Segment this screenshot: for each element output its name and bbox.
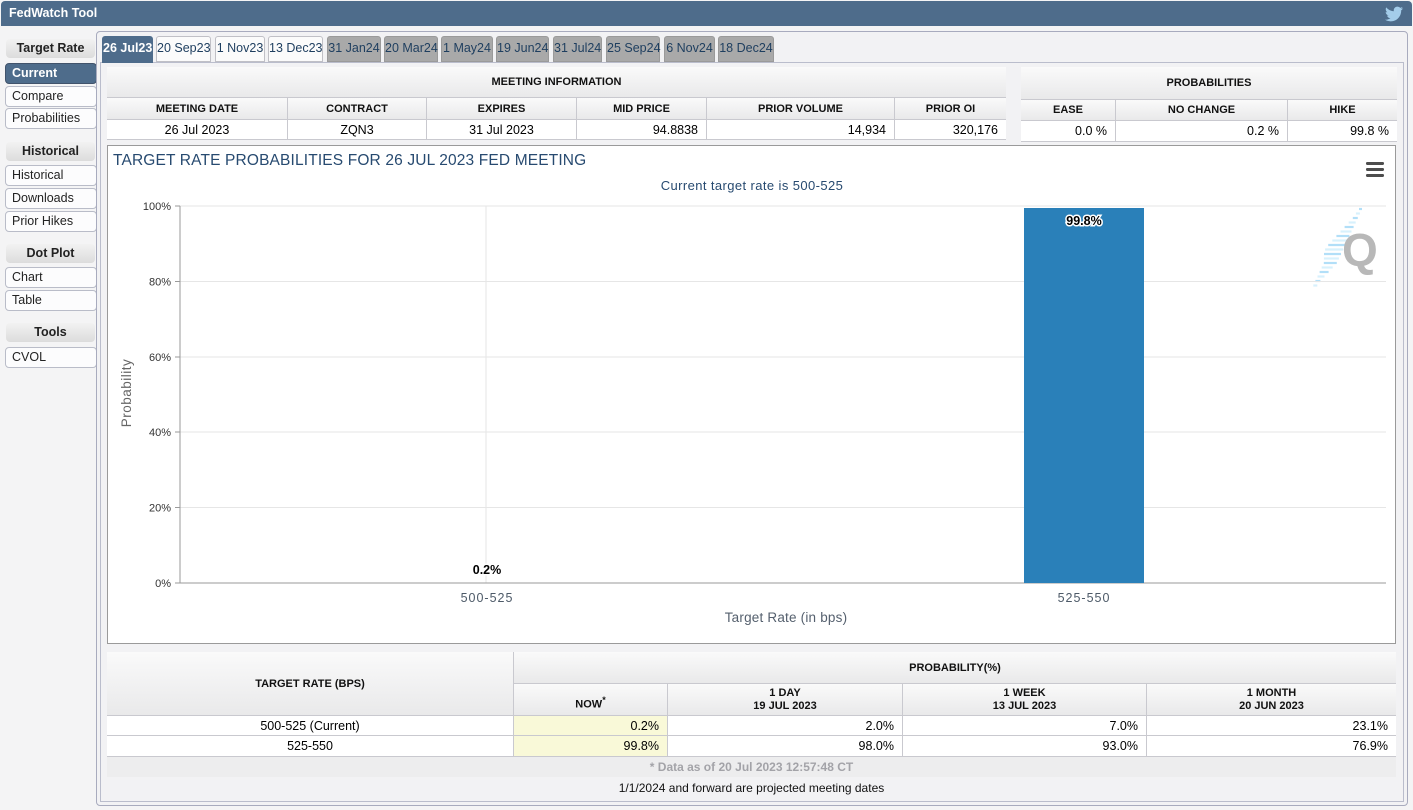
svg-text:TARGET RATE PROBABILITIES FOR: TARGET RATE PROBABILITIES FOR 26 JUL 202… [113,152,586,169]
svg-text:100%: 100% [143,201,171,213]
svg-text:20%: 20% [149,503,171,515]
svg-text:500-525: 500-525 [461,591,514,605]
svg-text:0.2%: 0.2% [473,563,502,577]
svg-text:Target Rate (in bps): Target Rate (in bps) [725,610,848,625]
svg-text:99.8%: 99.8% [1066,214,1101,228]
svg-text:60%: 60% [149,352,171,364]
svg-text:40%: 40% [149,427,171,439]
svg-text:80%: 80% [149,276,171,288]
svg-text:Current target rate is 500-525: Current target rate is 500-525 [661,178,844,193]
svg-text:0%: 0% [155,578,171,590]
svg-text:525-550: 525-550 [1058,591,1111,605]
svg-text:Q: Q [1342,224,1378,276]
svg-text:Probability: Probability [119,359,134,428]
